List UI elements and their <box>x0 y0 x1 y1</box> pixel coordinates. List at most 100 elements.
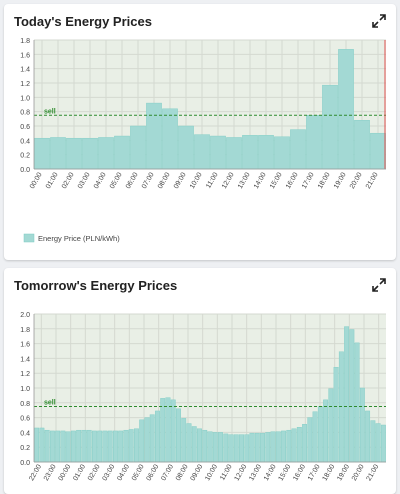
y-tick-label: 0.8 <box>20 110 30 117</box>
price-bar <box>291 428 297 463</box>
x-tick-label: 08:00 <box>175 463 190 482</box>
tomorrow-price-chart: 0.0 0.2 0.4 0.6 0.8 1.0 1.2 1.4 1.6 1.8 2.0 22:00 23… <box>20 312 386 482</box>
y-tick-label: 1.0 <box>20 386 30 393</box>
price-bar <box>34 427 40 463</box>
price-bar <box>218 432 223 463</box>
price-bar <box>317 406 323 463</box>
x-tick-label: 07:00 <box>160 463 175 482</box>
price-bar <box>274 136 290 170</box>
price-bar <box>44 429 50 463</box>
price-bar <box>114 135 130 170</box>
sell-threshold-label: sell <box>44 400 56 407</box>
price-bar <box>228 434 234 463</box>
x-tick-label: 20:00 <box>349 171 364 190</box>
price-bar <box>194 134 210 170</box>
price-bar <box>113 430 118 463</box>
price-bar <box>359 387 365 463</box>
y-tick-label: 0.4 <box>20 430 30 437</box>
x-tick-label: 05:00 <box>131 463 146 482</box>
price-bar <box>323 399 329 463</box>
price-bar <box>81 429 87 463</box>
price-bar <box>144 417 150 463</box>
price-bar <box>333 367 339 463</box>
price-bar <box>260 432 265 463</box>
price-bar <box>254 432 260 463</box>
price-bar <box>70 430 76 463</box>
price-bar <box>338 49 354 170</box>
price-bar <box>354 342 360 463</box>
price-bar <box>302 424 307 463</box>
price-bar <box>162 108 178 170</box>
today-card-title: Today's Energy Prices <box>14 14 152 29</box>
price-bar <box>191 426 197 463</box>
x-tick-label: 03:00 <box>102 463 117 482</box>
x-tick-label: 13:00 <box>248 463 263 482</box>
x-tick-label: 08:00 <box>157 171 172 190</box>
price-bar <box>210 135 226 170</box>
price-bar <box>176 408 181 463</box>
price-bar <box>370 132 386 170</box>
x-tick-label: 04:00 <box>116 463 131 482</box>
price-bar <box>181 418 187 463</box>
y-tick-label: 0.6 <box>20 416 30 423</box>
expand-icon[interactable] <box>372 278 386 292</box>
x-tick-label: 05:00 <box>109 171 124 190</box>
price-bar <box>170 399 176 463</box>
price-bar <box>97 430 103 463</box>
y-tick-label: 1.4 <box>20 356 30 363</box>
price-bar <box>212 432 218 463</box>
x-tick-label: 00:00 <box>29 171 44 190</box>
x-tick-label: 21:00 <box>365 171 380 190</box>
price-bar <box>155 410 160 463</box>
price-bar <box>281 430 286 463</box>
price-bar <box>50 137 66 170</box>
x-tick-label: 20:00 <box>351 463 366 482</box>
x-tick-label: 12:00 <box>234 463 249 482</box>
price-bar <box>107 430 113 463</box>
x-tick-label: 14:00 <box>263 463 278 482</box>
price-bar <box>380 424 386 463</box>
x-tick-label: 03:00 <box>77 171 92 190</box>
price-bar <box>244 434 250 463</box>
x-tick-label: 23:00 <box>43 463 58 482</box>
x-tick-label: 14:00 <box>253 171 268 190</box>
y-tick-label: 1.8 <box>20 327 30 334</box>
expand-icon[interactable] <box>372 14 386 28</box>
price-bar <box>312 411 318 463</box>
price-bar <box>349 329 355 463</box>
price-bar <box>82 137 98 170</box>
price-bar <box>134 428 139 463</box>
y-tick-label: 1.4 <box>20 67 30 74</box>
price-bar <box>76 429 82 463</box>
y-tick-label: 0.2 <box>20 445 30 452</box>
price-bar <box>65 431 71 463</box>
price-bar <box>275 431 281 463</box>
price-bar <box>296 427 302 463</box>
tomorrow-card-title: Tomorrow's Energy Prices <box>14 278 178 293</box>
price-bar <box>249 432 255 463</box>
price-bar <box>306 115 322 170</box>
price-bar <box>128 429 134 463</box>
x-tick-label: 19:00 <box>333 171 348 190</box>
x-tick-label: 15:00 <box>269 171 284 190</box>
x-tick-label: 02:00 <box>87 463 102 482</box>
price-bar <box>197 428 202 463</box>
price-bar <box>139 419 145 463</box>
tomorrow-prices-card: Tomorrow's Energy Prices 0.0 0.2 0.4 0.6 0.8… <box>4 268 396 494</box>
x-tick-label: 06:00 <box>125 171 140 190</box>
y-tick-label: 0.0 <box>20 460 30 467</box>
x-tick-label: 13:00 <box>237 171 252 190</box>
price-bar <box>286 429 292 463</box>
price-bar <box>160 398 166 463</box>
x-tick-label: 04:00 <box>93 171 108 190</box>
x-tick-label: 10:00 <box>189 171 204 190</box>
price-bar <box>328 388 334 463</box>
price-bar <box>239 434 244 463</box>
price-bar <box>226 137 242 170</box>
x-tick-label: 02:00 <box>61 171 76 190</box>
x-tick-label: 18:00 <box>317 171 332 190</box>
x-tick-label: 16:00 <box>285 171 300 190</box>
x-tick-label: 07:00 <box>141 171 156 190</box>
x-tick-label: 12:00 <box>221 171 236 190</box>
x-tick-label: 06:00 <box>146 463 161 482</box>
